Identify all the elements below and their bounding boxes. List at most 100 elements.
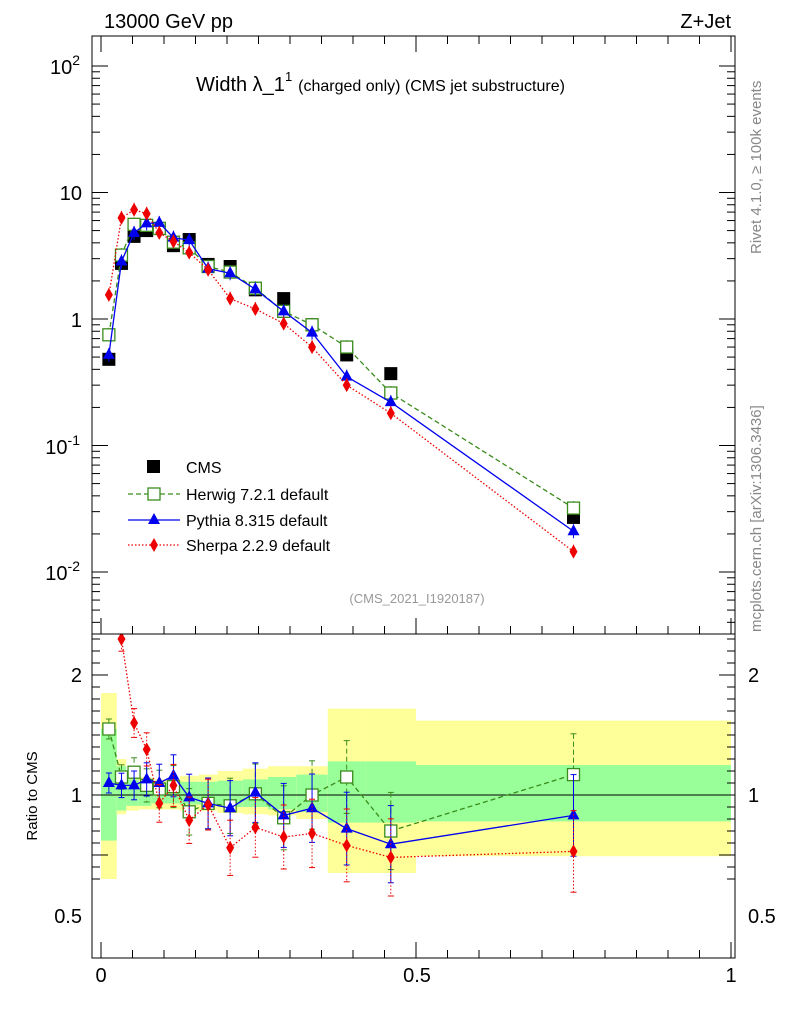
main-point-pythia bbox=[224, 266, 237, 278]
ytick-label-1: 1 bbox=[71, 310, 82, 332]
main-point-pythia bbox=[306, 325, 319, 337]
ratio-point-sherpa bbox=[251, 820, 260, 835]
chart-title-sup: 1 bbox=[285, 69, 292, 84]
ratio-ytick-1-left: 1 bbox=[71, 785, 82, 807]
header-energy: 13000 GeV pp bbox=[104, 11, 233, 33]
ratio-ytick-2-right: 2 bbox=[748, 665, 759, 687]
ratio-ylabel: Ratio to CMS bbox=[24, 751, 41, 840]
main-point-pythia bbox=[153, 215, 166, 227]
main-point-sherpa bbox=[569, 544, 578, 559]
ratio-point-pythia bbox=[115, 778, 128, 790]
legend-label-cms: CMS bbox=[186, 460, 222, 477]
ratio-ytick-0p5-left: 0.5 bbox=[54, 906, 82, 928]
ratio-point-sherpa bbox=[386, 850, 395, 865]
legend: CMS Herwig 7.2.1 default Pythia 8.315 de… bbox=[128, 460, 331, 555]
main-point-sherpa bbox=[251, 301, 260, 316]
legend-label-sherpa: Sherpa 2.2.9 default bbox=[186, 538, 331, 555]
chart-title-main: Width λ_1 bbox=[196, 74, 285, 96]
main-point-cms bbox=[384, 367, 398, 381]
mcplots-label: mcplots.cern.ch [arXiv:1306.3436] bbox=[748, 405, 765, 632]
ratio-point-pythia bbox=[128, 778, 141, 790]
ratio-point-pythia bbox=[249, 785, 262, 797]
ratio-ytick-1-right: 1 bbox=[748, 785, 759, 807]
ratio-ytick-0p5-right: 0.5 bbox=[748, 906, 776, 928]
ratio-point-sherpa bbox=[130, 716, 139, 730]
main-point-sherpa bbox=[204, 262, 213, 277]
reference-label: (CMS_2021_I1920187) bbox=[349, 591, 484, 606]
main-line-sherpa bbox=[108, 209, 574, 553]
ratio-point-sherpa bbox=[117, 634, 126, 646]
main-point-herwig bbox=[102, 328, 116, 342]
ratio-point-sherpa bbox=[169, 778, 178, 793]
ratio-point-pythia bbox=[183, 790, 196, 802]
ratio-point-sherpa bbox=[105, 524, 113, 538]
legend-label-herwig: Herwig 7.2.1 default bbox=[186, 487, 329, 504]
ratio-point-pythia bbox=[567, 808, 580, 820]
ytick-label-0p01: 10-2 bbox=[45, 558, 80, 585]
legend-marker-pythia bbox=[148, 513, 160, 524]
ratio-point-pythia bbox=[384, 837, 397, 849]
legend-marker-herwig bbox=[147, 487, 161, 501]
main-point-pythia bbox=[249, 282, 262, 294]
legend-marker-cms bbox=[147, 460, 160, 473]
ratio-point-sherpa bbox=[204, 797, 213, 812]
ratio-point-sherpa bbox=[226, 840, 235, 855]
main-point-sherpa bbox=[169, 234, 178, 249]
ratio-point-pythia bbox=[167, 768, 180, 780]
ratio-point-sherpa bbox=[569, 844, 578, 859]
main-point-sherpa bbox=[386, 406, 395, 421]
xtick-label-1: 1 bbox=[725, 965, 736, 987]
ytick-label-10: 10 bbox=[60, 183, 82, 205]
axis-ticks bbox=[92, 36, 735, 958]
ratio-point-sherpa bbox=[155, 796, 164, 811]
main-point-pythia bbox=[128, 225, 141, 237]
main-point-sherpa bbox=[308, 340, 317, 355]
ratio-bands bbox=[101, 693, 731, 879]
main-point-cms bbox=[277, 292, 291, 306]
ratio-point-sherpa bbox=[185, 813, 194, 828]
main-point-sherpa bbox=[279, 316, 288, 331]
ratio-point-pythia bbox=[224, 801, 237, 813]
legend-label-pythia: Pythia 8.315 default bbox=[186, 513, 328, 530]
ratio-point-sherpa bbox=[142, 742, 151, 757]
ratio-point-pythia bbox=[277, 808, 290, 820]
ratio-line-sherpa bbox=[120, 634, 574, 859]
main-point-sherpa bbox=[130, 202, 139, 217]
ratio-frame bbox=[91, 633, 736, 959]
main-point-sherpa bbox=[155, 225, 164, 240]
main-point-sherpa bbox=[342, 378, 351, 393]
xtick-label-0: 0 bbox=[95, 965, 106, 987]
main-point-sherpa bbox=[117, 210, 126, 225]
ratio-point-sherpa bbox=[308, 826, 317, 841]
main-point-pythia bbox=[384, 395, 397, 407]
main-point-pythia bbox=[115, 254, 128, 266]
main-point-sherpa bbox=[185, 245, 194, 260]
ytick-label-0p1: 10-1 bbox=[45, 432, 80, 459]
ratio-point-pythia bbox=[140, 772, 153, 784]
legend-marker-sherpa bbox=[150, 538, 158, 552]
ratio-point-sherpa bbox=[279, 830, 288, 844]
header-process: Z+Jet bbox=[680, 11, 731, 33]
main-series bbox=[102, 202, 581, 559]
main-point-sherpa bbox=[142, 206, 151, 221]
ratio-point-sherpa bbox=[342, 838, 351, 853]
main-point-pythia bbox=[183, 233, 196, 245]
main-line-pythia bbox=[108, 222, 574, 532]
ratio-point-herwig bbox=[102, 722, 116, 736]
chart-title: Width λ_11 (charged only) (CMS jet substr… bbox=[196, 69, 565, 96]
chart-title-note: (charged only) (CMS jet substructure) bbox=[298, 78, 565, 95]
ratio-point-herwig bbox=[340, 770, 354, 784]
main-line-herwig bbox=[108, 223, 574, 509]
main-point-sherpa bbox=[104, 287, 113, 302]
main-point-herwig bbox=[566, 501, 581, 515]
ratio-point-pythia bbox=[102, 776, 115, 787]
ratio-band-inner bbox=[267, 777, 297, 810]
main-point-herwig bbox=[340, 340, 354, 354]
main-point-pythia bbox=[567, 524, 580, 536]
main-point-pythia bbox=[140, 216, 153, 228]
ratio-line-herwig bbox=[108, 728, 574, 832]
main-point-pythia bbox=[102, 347, 115, 359]
ratio-series bbox=[102, 524, 581, 897]
rivet-label: Rivet 4.1.0, ≥ 100k events bbox=[748, 81, 765, 254]
